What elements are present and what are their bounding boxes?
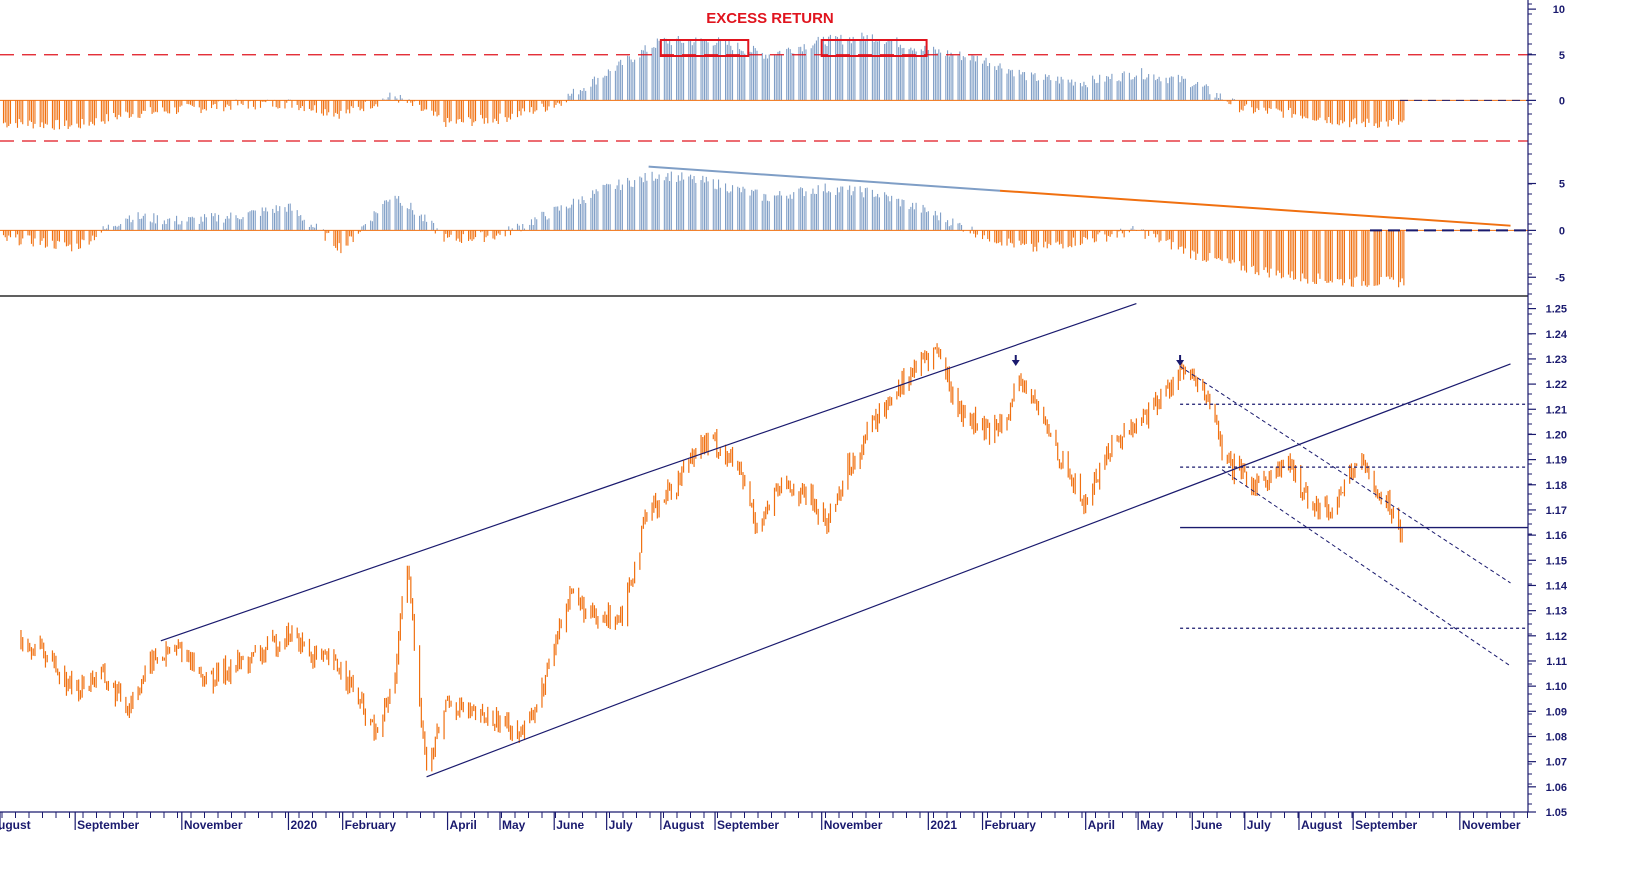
y-tick-label: 1.16 — [1546, 530, 1567, 542]
y-tick-label: 1.13 — [1546, 606, 1567, 618]
y-tick-label: 10 — [1553, 4, 1565, 16]
y-tick-label: 1.22 — [1546, 379, 1567, 391]
y-tick-label: 1.05 — [1546, 807, 1567, 819]
y-tick-label: 1.14 — [1546, 580, 1568, 592]
y-tick-label: 1.09 — [1546, 706, 1567, 718]
y-tick-label: 1.25 — [1546, 304, 1567, 316]
down-arrow-icon-head — [1011, 360, 1020, 366]
highlight-box — [659, 39, 750, 57]
price-panel — [20, 302, 1528, 778]
y-tick-label: 1.15 — [1546, 555, 1567, 567]
y-tick-label: -5 — [1555, 272, 1565, 284]
y-tick-label: 0 — [1559, 95, 1565, 107]
x-tick-label: June — [1194, 818, 1222, 832]
y-tick-label: 1.08 — [1546, 731, 1567, 743]
y-tick-label: 5 — [1559, 50, 1565, 62]
y-tick-label: 0 — [1559, 225, 1565, 237]
y-tick-label: 1.17 — [1546, 505, 1567, 517]
down-channel-line — [1221, 469, 1511, 667]
x-tick-label: August — [1301, 818, 1342, 832]
y-tick-label: 1.06 — [1546, 782, 1567, 794]
channel-line — [160, 302, 1137, 642]
x-tick-label: April — [450, 818, 477, 832]
y-tick-label: 1.21 — [1546, 404, 1567, 416]
x-tick-label: 2020 — [290, 818, 317, 832]
excess-return-bottom-panel — [0, 165, 1528, 288]
y-tick-label: 1.24 — [1546, 329, 1568, 341]
x-tick-label: May — [502, 818, 526, 832]
x-tick-label: February — [985, 818, 1037, 832]
y-tick-label: 5 — [1559, 179, 1565, 191]
x-tick-label: September — [1355, 818, 1417, 832]
highlight-box — [820, 39, 928, 57]
excess-return-top-panel — [0, 32, 1528, 142]
x-tick-label: September — [717, 818, 779, 832]
x-tick-label: November — [184, 818, 243, 832]
x-tick-label: 2021 — [930, 818, 957, 832]
x-tick-label: July — [609, 818, 633, 832]
x-tick-label: September — [77, 818, 139, 832]
chart-title: EXCESS RETURN — [706, 10, 834, 27]
y-tick-label: 1.23 — [1546, 354, 1567, 366]
down-arrow-icon-head — [1176, 360, 1185, 366]
y-tick-label: 1.20 — [1546, 429, 1567, 441]
axes: 10 5 0 5 0 -5 1.25 1.24 1.23 1.22 1.21 1.20 1.19 1.18… — [0, 0, 1568, 832]
y-tick-label: 1.18 — [1546, 480, 1567, 492]
y-tick-label: 1.07 — [1546, 757, 1567, 769]
x-tick-label: July — [1247, 818, 1271, 832]
y-tick-label: 1.12 — [1546, 631, 1567, 643]
y-tick-label: 1.10 — [1546, 681, 1567, 693]
down-channel-line — [1179, 366, 1511, 584]
x-tick-label: August — [663, 818, 704, 832]
y-tick-label: 1.19 — [1546, 455, 1567, 467]
x-tick-label: May — [1140, 818, 1164, 832]
x-tick-label: June — [556, 818, 584, 832]
channel-line — [426, 363, 1511, 778]
trendline-blue — [648, 165, 1001, 192]
x-tick-label: April — [1088, 818, 1115, 832]
x-tick-label: November — [824, 818, 883, 832]
x-tick-label: November — [1462, 818, 1521, 832]
trendline-orange — [999, 189, 1511, 227]
x-tick-label: ugust — [0, 818, 31, 832]
y-tick-label: 1.11 — [1546, 656, 1567, 668]
x-tick-label: February — [345, 818, 397, 832]
